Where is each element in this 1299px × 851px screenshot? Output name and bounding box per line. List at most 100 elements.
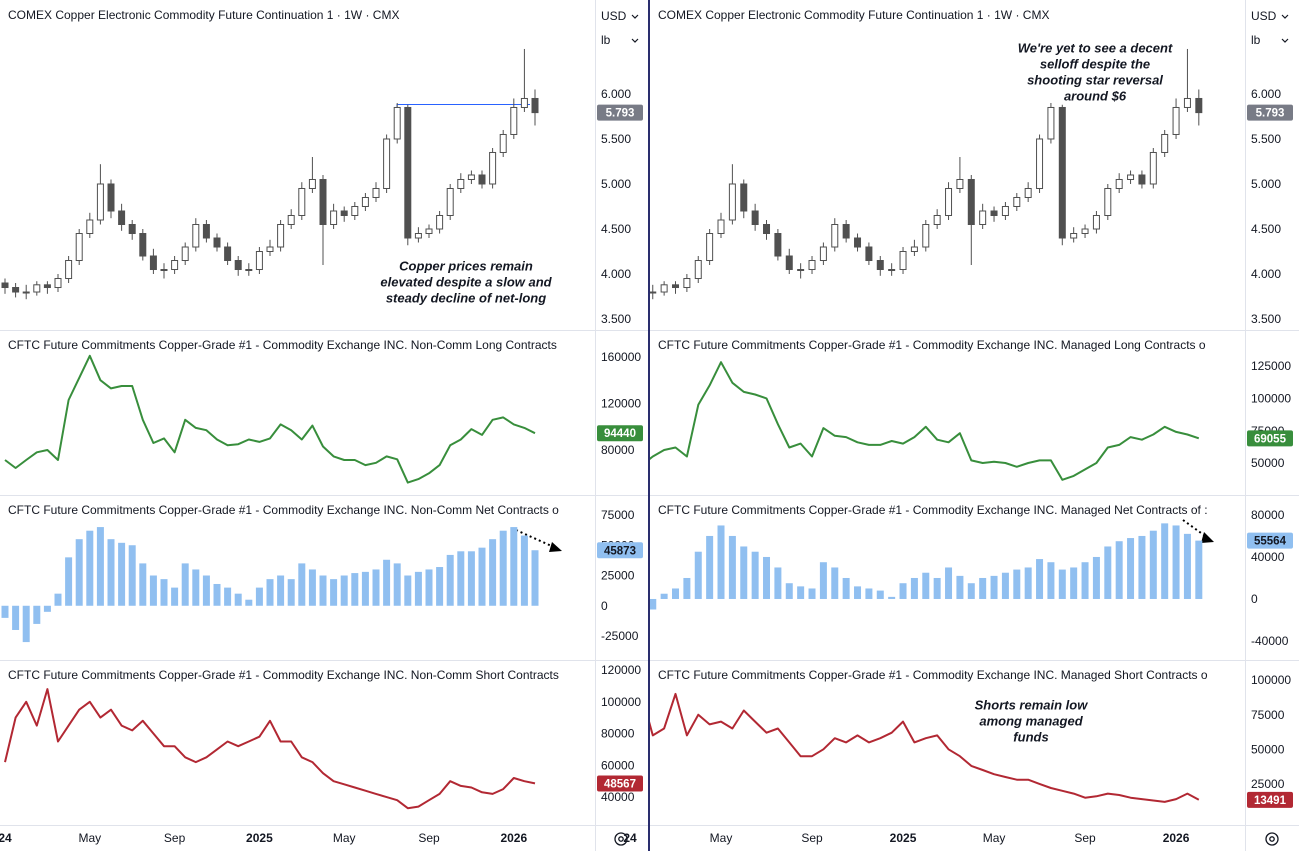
candle-body (149, 255, 157, 271)
bar (1081, 562, 1089, 599)
bar (706, 535, 714, 599)
candle-body (319, 178, 327, 226)
pane: CFTC Future Commitments Copper-Grade #1 … (650, 668, 1208, 803)
candle-body (1013, 196, 1021, 207)
bar (1183, 533, 1191, 599)
bar (842, 577, 850, 599)
bar (740, 546, 748, 599)
bar (213, 583, 221, 606)
last-value-label: 55564 (1254, 536, 1287, 548)
currency-selector[interactable]: USD (1251, 9, 1277, 23)
candle-body (1081, 228, 1089, 235)
candle-body (531, 97, 539, 114)
candle-body (245, 269, 253, 272)
y-tick-label: -40000 (1251, 634, 1289, 648)
annotation: Copper prices remain (399, 258, 533, 273)
candle-body (298, 187, 306, 216)
y-tick-label: 50000 (1251, 456, 1285, 470)
unit-selector[interactable]: lb (601, 33, 611, 47)
y-tick-label: 40000 (601, 790, 635, 804)
bar (340, 575, 348, 606)
candle-body (842, 224, 850, 239)
pane: COMEX Copper Electronic Commodity Future… (1, 8, 539, 300)
bar (86, 530, 94, 606)
bar (751, 551, 759, 599)
y-tick-label: 125000 (1251, 359, 1291, 373)
bar (351, 573, 359, 606)
bar (922, 572, 930, 599)
y-tick-label: 25000 (1251, 777, 1285, 791)
bar (181, 563, 189, 606)
bar (865, 588, 873, 599)
candle-body (414, 233, 422, 239)
gear-icon[interactable] (1265, 832, 1279, 846)
bar (457, 551, 465, 606)
bar (774, 567, 782, 599)
bar (1070, 567, 1078, 599)
series-line (4, 688, 536, 810)
annotation: Shorts remain low (975, 697, 1089, 712)
y-tick-label: 4.000 (601, 267, 631, 281)
annotation: among managed (979, 713, 1083, 728)
candle-body (457, 178, 465, 189)
x-tick-label: May (78, 831, 101, 845)
x-tick-label: 2026 (1163, 831, 1190, 845)
candle-body (865, 246, 873, 262)
x-tick-label: May (710, 831, 733, 845)
bar (1172, 525, 1180, 599)
bar (446, 554, 454, 606)
bar (694, 551, 702, 599)
y-tick-label: 75000 (1251, 708, 1285, 722)
bar (1195, 540, 1203, 599)
candle-body (510, 106, 518, 135)
candle-body (33, 284, 41, 293)
bar (139, 563, 147, 606)
candle-body (12, 287, 20, 293)
bar (319, 575, 327, 606)
bar (149, 575, 157, 606)
x-tick-label: May (333, 831, 356, 845)
bar (945, 567, 953, 599)
candle-body (808, 260, 816, 271)
bar (683, 577, 691, 599)
candle-body (330, 210, 338, 226)
candle-body (361, 196, 369, 207)
bar (192, 569, 200, 606)
currency-selector[interactable]: USD (601, 9, 627, 23)
pane: CFTC Future Commitments Copper-Grade #1 … (4, 668, 559, 810)
bar (372, 569, 380, 606)
bar (234, 593, 242, 606)
y-tick-label: 3.500 (601, 312, 631, 326)
series-line (4, 354, 536, 484)
y-tick-label: -25000 (601, 629, 639, 643)
bar (160, 579, 168, 606)
candle-body (956, 178, 964, 189)
pane-title: CFTC Future Commitments Copper-Grade #1 … (8, 338, 557, 352)
bar (1161, 523, 1169, 599)
bar (489, 539, 497, 606)
last-value-box (1247, 430, 1293, 447)
y-tick-label: 5.000 (1251, 177, 1281, 191)
candle-body (383, 138, 391, 189)
y-tick-label: 75000 (601, 508, 635, 522)
candle-body (740, 183, 748, 212)
pane-title: CFTC Future Commitments Copper-Grade #1 … (658, 668, 1208, 682)
unit-selector[interactable]: lb (1251, 33, 1261, 47)
bar (12, 605, 20, 630)
bar (22, 605, 30, 643)
bar (65, 557, 73, 606)
pane: COMEX Copper Electronic Commodity Future… (650, 8, 1203, 300)
candle-body (1149, 151, 1157, 185)
gear-icon[interactable] (614, 832, 628, 846)
candle-body (1183, 97, 1191, 108)
y-tick-label: 80000 (601, 443, 635, 457)
candle-body (751, 210, 759, 226)
candle-body (340, 210, 348, 216)
y-tick-label: 80000 (601, 727, 635, 741)
bar (876, 590, 884, 599)
candle-body (899, 251, 907, 271)
candle-body (65, 260, 73, 280)
bar (33, 605, 41, 624)
pane: CFTC Future Commitments Copper-Grade #1 … (4, 338, 557, 484)
x-tick-label: Sep (1074, 831, 1096, 845)
